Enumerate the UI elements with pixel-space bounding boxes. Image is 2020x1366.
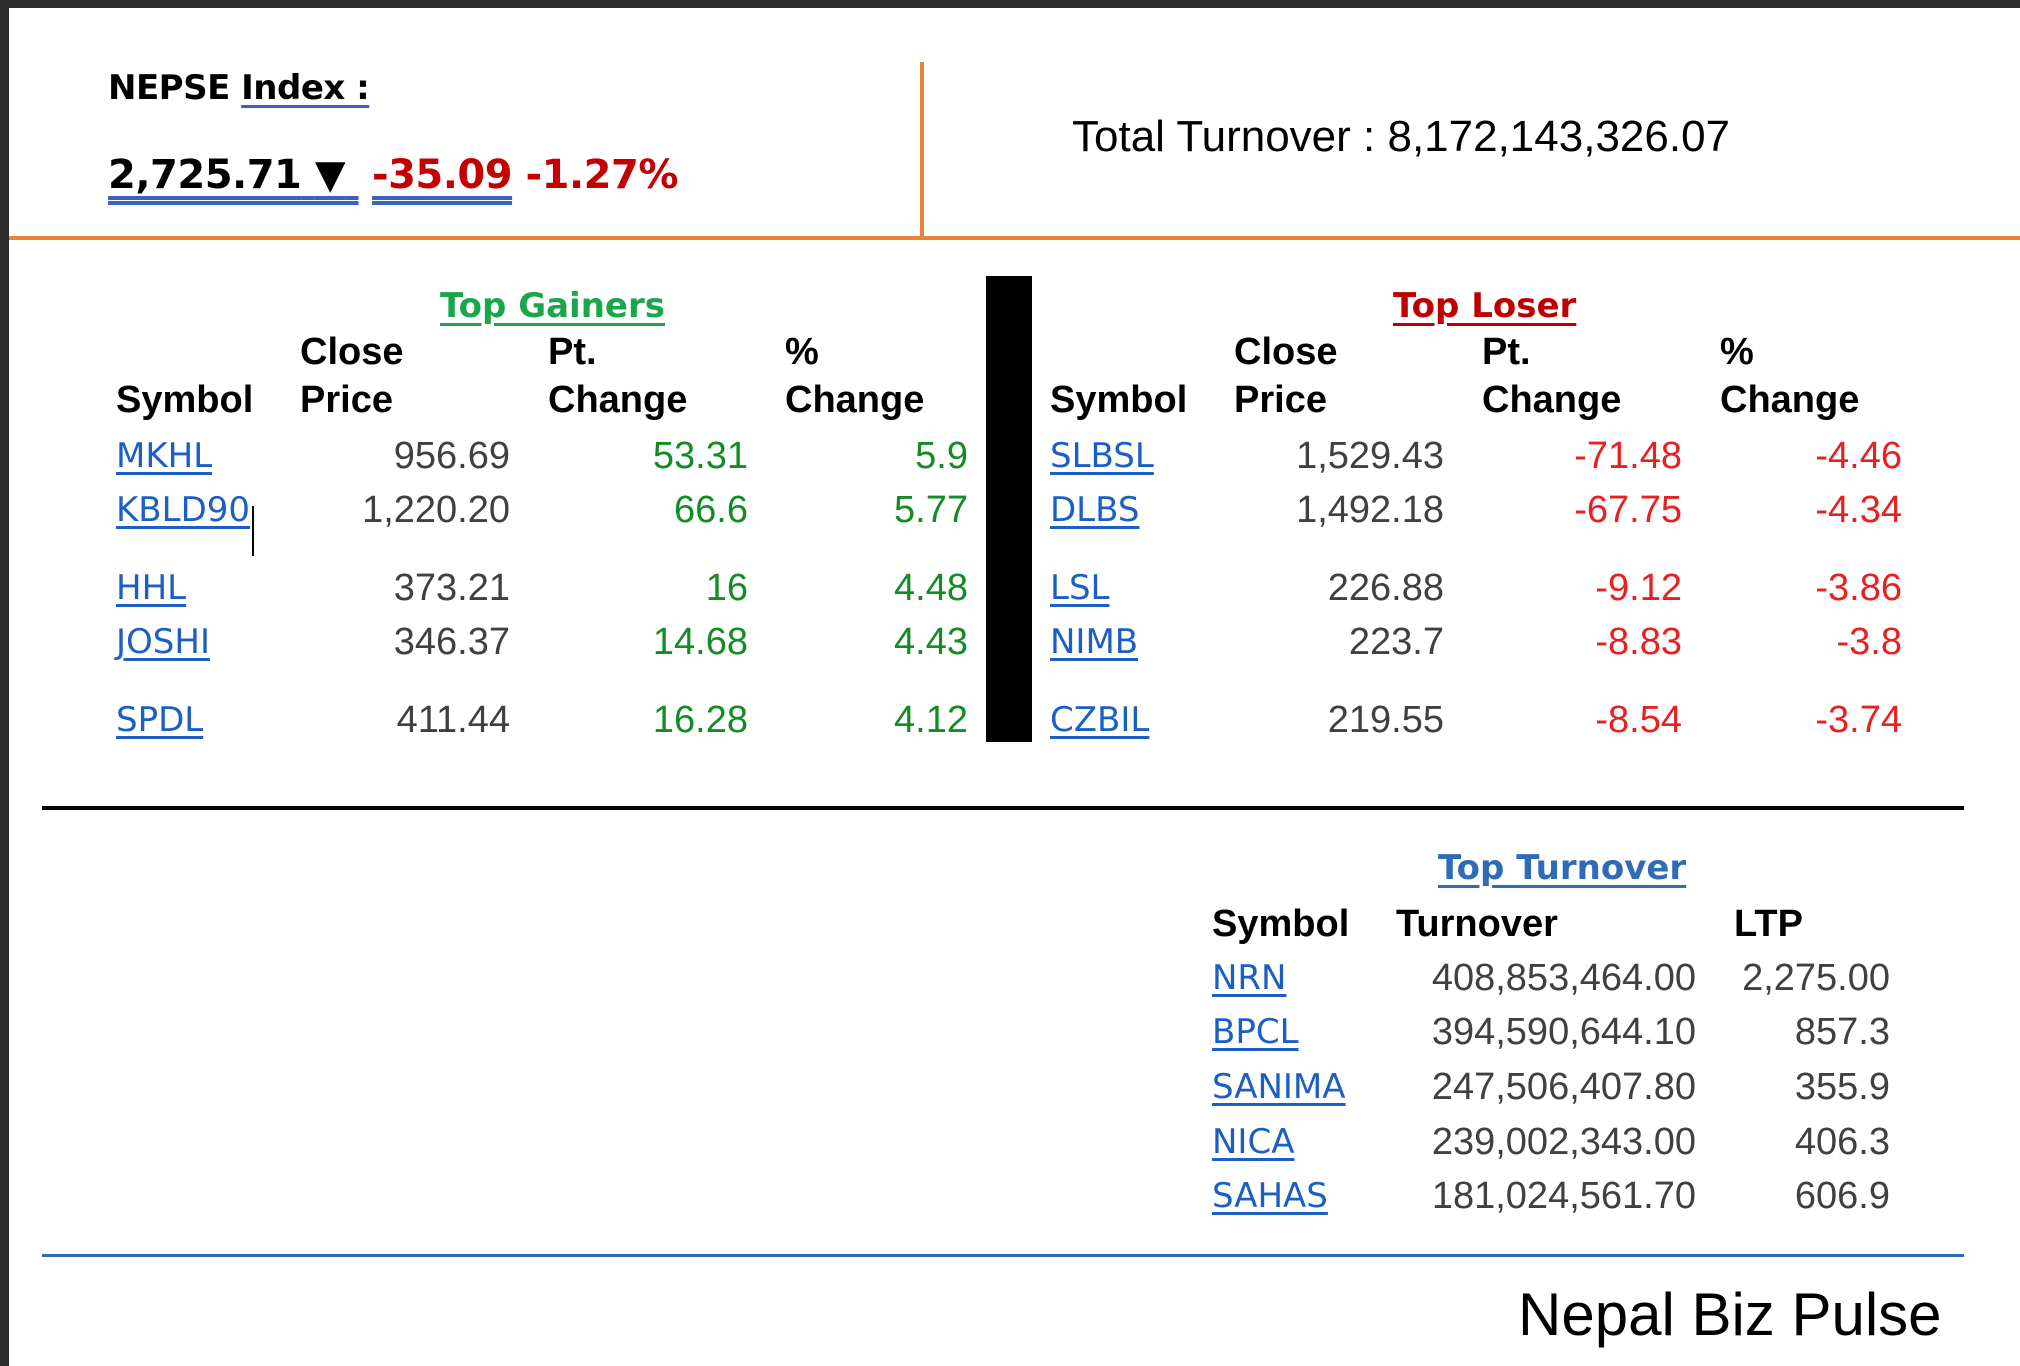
losers-row-close: 226.88 [1327, 567, 1444, 609]
nepse-label-prefix: NEPSE [108, 68, 230, 108]
losers-row-pct-change: -4.34 [1815, 489, 1902, 531]
gainers-row-pct-change: 5.9 [915, 435, 968, 477]
nepse-point-change: -35.09 [371, 152, 513, 198]
gainers-row-close: 1,220.20 [362, 489, 510, 531]
gainers-row-symbol[interactable]: MKHL [116, 436, 213, 476]
turnover-row-ltp: 406.3 [1794, 1121, 1890, 1163]
turnover-row-symbol[interactable]: NRN [1212, 958, 1287, 998]
text-cursor [252, 506, 254, 556]
section-divider-black [42, 806, 1964, 810]
gainers-row-pt-change: 53.31 [652, 435, 748, 477]
gainers-col-symbol: Symbol [116, 379, 254, 421]
footer-divider-blue [42, 1254, 1964, 1257]
turnover-col-ltp: LTP [1734, 903, 1803, 945]
header-horizontal-divider [9, 236, 2020, 240]
nepse-percent-change: -1.27% [525, 152, 679, 198]
losers-row-close: 219.55 [1327, 699, 1444, 741]
turnover-row-ltp: 857.3 [1794, 1011, 1890, 1053]
losers-row-pct-change: -3.86 [1815, 567, 1902, 609]
losers-row-symbol[interactable]: LSL [1050, 568, 1110, 608]
losers-col-symbol: Symbol [1050, 379, 1188, 421]
losers-row-pt-change: -8.54 [1595, 699, 1682, 741]
turnover-row-value: 181,024,561.70 [1431, 1175, 1696, 1217]
gainers-col-pct-line1: % [785, 331, 819, 373]
gainers-row-pct-change: 4.12 [894, 699, 968, 741]
losers-row-symbol[interactable]: DLBS [1050, 490, 1140, 530]
losers-row-pct-change: -4.46 [1815, 435, 1902, 477]
gainers-col-pt-line2: Change [548, 379, 688, 421]
gainers-row-symbol[interactable]: KBLD90 [116, 490, 251, 530]
gainers-row-symbol[interactable]: HHL [116, 568, 187, 608]
nepse-index-label: NEPSE Index : [108, 68, 370, 108]
turnover-row-value: 408,853,464.00 [1431, 957, 1696, 999]
losers-row-pct-change: -3.74 [1815, 699, 1902, 741]
losers-row-symbol[interactable]: SLBSL [1050, 436, 1154, 476]
turnover-row-symbol[interactable]: NICA [1212, 1122, 1295, 1162]
turnover-col-symbol: Symbol [1212, 903, 1350, 945]
window-frame-top [0, 0, 2020, 8]
losers-row-pt-change: -67.75 [1574, 489, 1682, 531]
gainers-row-close: 411.44 [396, 699, 510, 741]
gainers-row-pt-change: 14.68 [652, 621, 748, 663]
top-turnover-title: Top Turnover [1438, 848, 1687, 888]
gainers-row-close: 373.21 [393, 567, 510, 609]
losers-row-close: 1,492.18 [1296, 489, 1444, 531]
gainers-col-close-line1: Close [300, 331, 404, 373]
gainers-col-pct-line2: Change [785, 379, 925, 421]
losers-col-pct-line1: % [1720, 331, 1754, 373]
turnover-row-ltp: 606.9 [1794, 1175, 1890, 1217]
nepse-label-suffix: Index : [241, 68, 370, 108]
losers-col-pct-line2: Change [1720, 379, 1860, 421]
down-arrow-icon: ▼ [314, 152, 346, 198]
losers-row-symbol[interactable]: NIMB [1050, 622, 1139, 662]
gainers-row-close: 346.37 [393, 621, 510, 663]
nepse-index-value-row: 2,725.71 ▼ -35.09 -1.27% [108, 152, 678, 198]
losers-row-close: 1,529.43 [1296, 435, 1444, 477]
table-separator-bar [986, 276, 1032, 742]
gainers-row-pt-change: 16 [705, 567, 748, 609]
total-turnover: Total Turnover : 8,172,143,326.07 [1072, 112, 1731, 161]
turnover-row-symbol[interactable]: SAHAS [1212, 1176, 1328, 1216]
turnover-row-value: 239,002,343.00 [1431, 1121, 1696, 1163]
losers-row-close: 223.7 [1348, 621, 1444, 663]
gainers-row-pt-change: 16.28 [652, 699, 748, 741]
losers-col-pt-line2: Change [1482, 379, 1622, 421]
gainers-col-close-line2: Price [300, 379, 393, 421]
turnover-row-ltp: 2,275.00 [1742, 957, 1890, 999]
turnover-row-ltp: 355.9 [1794, 1066, 1890, 1108]
turnover-row-symbol[interactable]: BPCL [1212, 1012, 1299, 1052]
nepse-index-value: 2,725.71 ▼ [108, 152, 346, 198]
gainers-row-symbol[interactable]: SPDL [116, 700, 204, 740]
header-vertical-divider [920, 62, 924, 238]
turnover-row-symbol[interactable]: SANIMA [1212, 1067, 1346, 1107]
top-loser-title: Top Loser [1393, 286, 1577, 326]
gainers-col-pt-line1: Pt. [548, 331, 597, 373]
losers-row-symbol[interactable]: CZBIL [1050, 700, 1150, 740]
turnover-row-value: 394,590,644.10 [1431, 1011, 1696, 1053]
brand-name: Nepal Biz Pulse [1518, 1281, 1942, 1348]
gainers-row-pct-change: 4.43 [894, 621, 968, 663]
top-gainers-title: Top Gainers [440, 286, 665, 326]
losers-row-pt-change: -8.83 [1595, 621, 1682, 663]
window-frame-left [0, 0, 9, 1366]
losers-row-pct-change: -3.8 [1836, 621, 1902, 663]
gainers-row-close: 956.69 [393, 435, 510, 477]
losers-col-close-line2: Price [1234, 379, 1327, 421]
losers-row-pt-change: -71.48 [1574, 435, 1682, 477]
gainers-row-pct-change: 4.48 [894, 567, 968, 609]
gainers-row-symbol[interactable]: JOSHI [116, 622, 210, 662]
turnover-col-turnover: Turnover [1396, 903, 1558, 945]
losers-col-pt-line1: Pt. [1482, 331, 1531, 373]
turnover-row-value: 247,506,407.80 [1431, 1066, 1696, 1108]
losers-col-close-line1: Close [1234, 331, 1338, 373]
losers-row-pt-change: -9.12 [1595, 567, 1682, 609]
gainers-row-pt-change: 66.6 [674, 489, 748, 531]
gainers-row-pct-change: 5.77 [894, 489, 968, 531]
